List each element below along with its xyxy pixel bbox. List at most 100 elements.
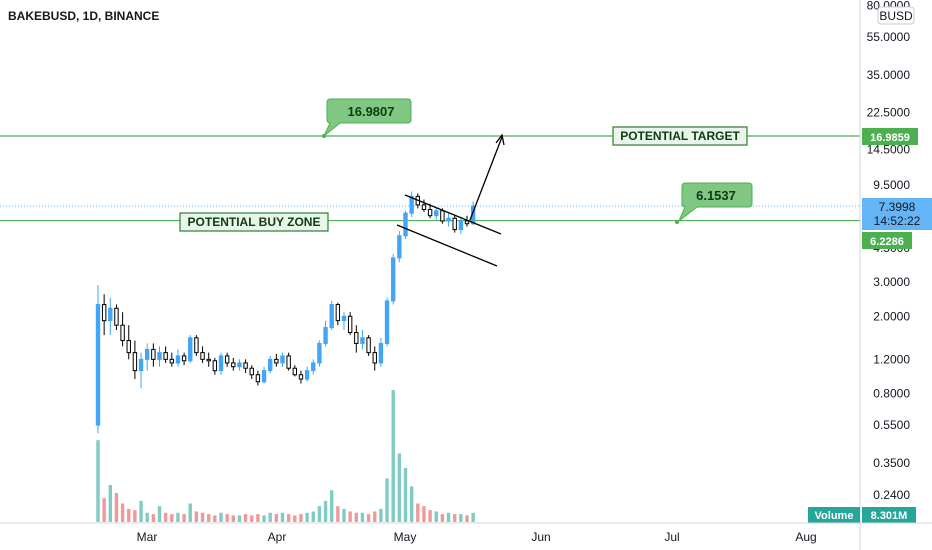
candle[interactable] — [329, 300, 334, 331]
candle[interactable] — [366, 335, 371, 356]
candle[interactable] — [255, 370, 261, 386]
candle[interactable] — [378, 337, 384, 367]
candle-body — [261, 370, 267, 383]
candle[interactable] — [280, 352, 285, 367]
candle[interactable] — [231, 357, 236, 371]
candle[interactable] — [206, 352, 211, 367]
candle[interactable] — [243, 359, 248, 374]
candle[interactable] — [360, 330, 365, 350]
candle[interactable] — [108, 297, 113, 336]
candle[interactable] — [384, 297, 390, 347]
candle[interactable] — [458, 216, 464, 235]
volume-bar — [231, 515, 235, 522]
candle-body — [243, 362, 248, 369]
candle[interactable] — [403, 210, 408, 240]
candle[interactable] — [126, 325, 131, 360]
candle[interactable] — [114, 304, 119, 331]
candle[interactable] — [421, 199, 427, 212]
currency-badge[interactable]: BUSD — [877, 6, 915, 25]
candle[interactable] — [120, 312, 125, 347]
candle[interactable] — [163, 346, 168, 363]
candle[interactable] — [311, 359, 316, 375]
candle[interactable] — [151, 343, 156, 367]
volume-bar — [262, 515, 266, 522]
candle-body — [292, 367, 298, 376]
bull-flag-channel[interactable] — [396, 133, 505, 267]
candle[interactable] — [427, 203, 433, 219]
candle[interactable] — [434, 207, 439, 220]
candle[interactable] — [188, 335, 193, 363]
candle[interactable] — [341, 312, 347, 331]
target-label[interactable]: POTENTIAL TARGET — [612, 126, 748, 146]
candle[interactable] — [335, 302, 341, 326]
candle[interactable] — [354, 325, 359, 353]
price-tick-label: 3.0000 — [873, 275, 910, 289]
volume-bar — [422, 506, 426, 522]
candle[interactable] — [397, 231, 402, 263]
buy-callout[interactable]: 6.1537 — [675, 182, 753, 224]
volume-bar — [336, 506, 340, 522]
candle[interactable] — [95, 284, 101, 434]
candle-body — [458, 220, 464, 231]
candle[interactable] — [304, 366, 310, 382]
candle[interactable] — [372, 346, 377, 371]
candle[interactable] — [347, 312, 353, 336]
volume-bar — [459, 514, 463, 522]
candle-body — [409, 195, 414, 214]
candle[interactable] — [218, 352, 224, 375]
target-callout[interactable]: 16.9807 — [322, 98, 412, 138]
candle-body — [138, 358, 144, 372]
candle[interactable] — [452, 215, 457, 233]
candle-body — [255, 374, 261, 383]
candle[interactable] — [101, 294, 107, 336]
candle[interactable] — [268, 355, 273, 374]
flag-lower-line[interactable] — [396, 224, 498, 267]
candle[interactable] — [261, 366, 267, 384]
candle-body — [317, 342, 322, 364]
candle[interactable] — [212, 357, 218, 375]
candle[interactable] — [391, 253, 396, 305]
time-tick-label: Apr — [268, 530, 287, 544]
volume-bar — [440, 514, 445, 522]
time-axis[interactable]: Mar Apr May Jun Jul Aug — [0, 522, 932, 544]
candle[interactable] — [274, 353, 279, 367]
candle[interactable] — [224, 352, 230, 367]
candle-body — [206, 358, 211, 362]
buy-zone-label[interactable]: POTENTIAL BUY ZONE — [179, 212, 329, 232]
candle[interactable] — [292, 365, 298, 377]
candle[interactable] — [181, 352, 187, 366]
candle[interactable] — [132, 340, 138, 380]
candle[interactable] — [409, 191, 414, 217]
candle[interactable] — [138, 352, 144, 389]
candle[interactable] — [169, 352, 175, 367]
candle[interactable] — [194, 335, 199, 356]
candle[interactable] — [464, 215, 470, 227]
candle-body — [188, 337, 193, 362]
candle[interactable] — [286, 352, 291, 371]
flag-upper-line[interactable] — [404, 194, 502, 235]
candle-body — [360, 337, 365, 344]
candle-body — [372, 352, 377, 364]
price-axis[interactable]: 80.000055.000035.000022.500014.50009.500… — [808, 0, 932, 550]
candle[interactable] — [157, 346, 162, 367]
candle[interactable] — [200, 346, 205, 363]
volume-bar — [274, 514, 279, 522]
candle-body — [194, 337, 199, 354]
candle[interactable] — [446, 213, 451, 227]
price-tick-label: 22.5000 — [867, 105, 911, 119]
candle[interactable] — [237, 359, 242, 371]
candle-body — [126, 340, 131, 354]
price-tick-label: 0.5500 — [873, 418, 910, 432]
price-tick-label: 2.0000 — [873, 309, 910, 323]
candle[interactable] — [317, 340, 322, 367]
candle[interactable] — [298, 370, 304, 384]
candle[interactable] — [175, 349, 181, 367]
candle[interactable] — [249, 365, 254, 380]
projection-arrow[interactable] — [469, 136, 503, 221]
candle[interactable] — [323, 320, 328, 347]
candle-body — [366, 337, 371, 354]
candle[interactable] — [145, 343, 150, 371]
volume-bar — [108, 485, 112, 522]
